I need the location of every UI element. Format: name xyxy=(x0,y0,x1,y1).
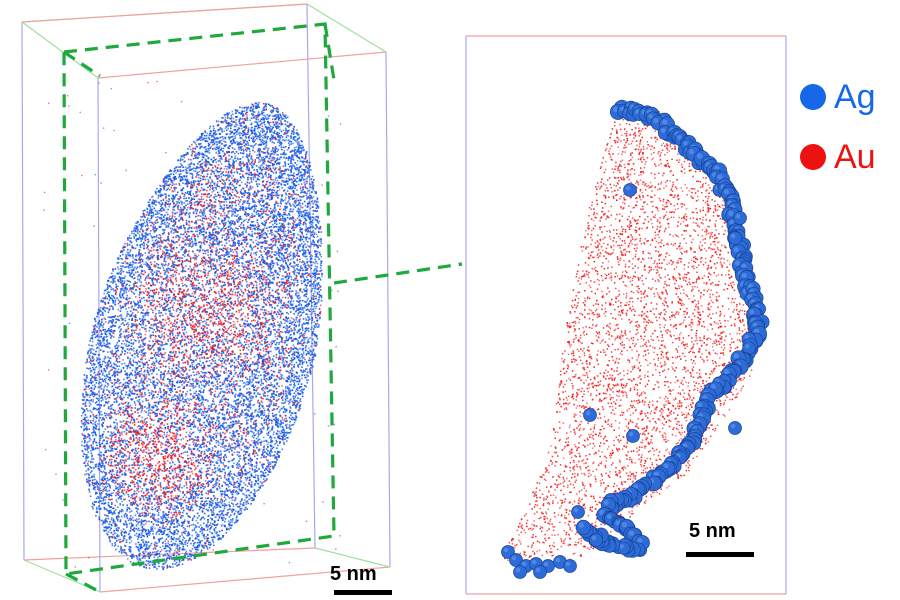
scale-bar-right-line xyxy=(686,552,754,557)
scale-bar-left-line xyxy=(334,590,392,595)
legend-item-ag: Ag xyxy=(800,80,876,114)
section-plane-depth-top xyxy=(64,52,100,76)
box-edge-front-top xyxy=(98,52,386,78)
box-edge-front-right xyxy=(386,52,390,567)
ag-dot-icon xyxy=(800,84,826,110)
legend-label-au: Au xyxy=(834,140,876,174)
slice-ag-atoms xyxy=(502,100,770,578)
section-plane-depth-right xyxy=(325,24,334,80)
section-plane-depth-bottom xyxy=(66,574,100,592)
section-connector xyxy=(334,264,462,283)
scale-bar-right: 5 nm xyxy=(686,520,754,557)
au-dot-icon xyxy=(800,144,826,170)
legend-label-ag: Ag xyxy=(834,80,876,114)
scale-bar-left-label: 5 nm xyxy=(330,563,377,585)
scale-bar-right-label: 5 nm xyxy=(689,520,736,542)
legend-item-au: Au xyxy=(800,140,876,174)
box-edge-back-top xyxy=(22,4,307,22)
box-edge-connect-tr xyxy=(307,4,386,52)
box-edge-back-left xyxy=(22,22,24,560)
atom-cloud-3d xyxy=(43,81,341,570)
